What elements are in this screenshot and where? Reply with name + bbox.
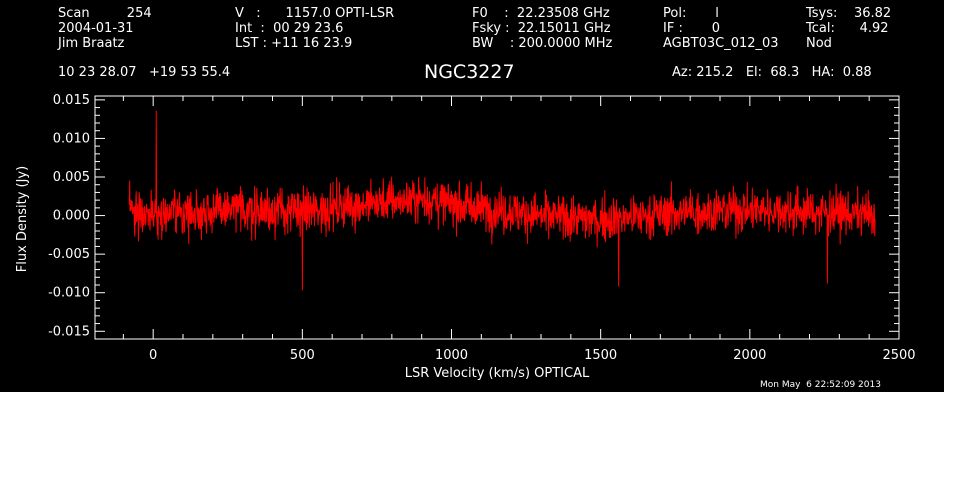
y-tick-label: -0.015 — [48, 324, 90, 339]
y-tick-label: -0.010 — [48, 286, 90, 301]
az-el-ha-readout: Az: 215.2 El: 68.3 HA: 0.88 — [672, 65, 872, 80]
y-tick-label: -0.005 — [48, 247, 90, 262]
axes-layer: 0 500 1000 1500 2000 2500 0.015 0.010 0.005 0.000… — [48, 93, 915, 363]
tsys-readout: Tsys: 36.82 — [806, 6, 892, 21]
source-name: NGC3227 — [424, 61, 515, 83]
plot-frame — [94, 95, 900, 340]
if-number: IF : 0 — [663, 21, 721, 36]
source-coordinates: 10 23 28.07 +19 53 55.4 — [58, 65, 231, 80]
x-tick-label: 500 — [290, 348, 315, 363]
sky-frequency: Fsky : 22.15011 GHz — [472, 21, 611, 36]
project-id: AGBT03C_012_03 — [663, 36, 779, 51]
lst-readout: LST : +11 16 23.9 — [235, 36, 353, 51]
spectrum-panel: Scan 254 2004-01-31 Jim Braatz V : 1157.… — [0, 0, 944, 392]
velocity-readout: V : 1157.0 OPTI-LSR — [235, 6, 395, 21]
polarization: Pol: l — [663, 6, 719, 21]
spectrum-trace-layer — [128, 110, 876, 291]
y-tick-label: 0.000 — [53, 209, 90, 224]
bandwidth: BW : 200.0000 MHz — [472, 36, 613, 51]
procedure-name: Nod — [806, 36, 832, 51]
x-tick-label: 1500 — [584, 348, 617, 363]
y-tick-label: 0.010 — [53, 131, 90, 146]
plot-timestamp: Mon May 6 22:52:09 2013 — [760, 380, 881, 390]
spectrum-line — [128, 110, 876, 291]
rest-frequency: F0 : 22.23508 GHz — [472, 6, 610, 21]
x-tick-label: 0 — [149, 348, 157, 363]
x-tick-label: 2500 — [882, 348, 915, 363]
x-tick-label: 1000 — [435, 348, 468, 363]
obs-date: 2004-01-31 — [58, 21, 134, 36]
x-tick-label: 2000 — [733, 348, 766, 363]
spectrum-chart: 0 500 1000 1500 2000 2500 0.015 0.010 0.005 0.000… — [15, 93, 916, 381]
scan-number: Scan 254 — [58, 6, 152, 21]
y-axis-label: Flux Density (Jy) — [15, 166, 30, 272]
integration-time: Int : 00 29 23.6 — [235, 21, 344, 36]
x-axis-label: LSR Velocity (km/s) OPTICAL — [405, 366, 590, 381]
y-tick-label: 0.005 — [53, 170, 90, 185]
y-tick-label: 0.015 — [53, 93, 90, 108]
observer-name: Jim Braatz — [58, 36, 125, 51]
tcal-readout: Tcal: 4.92 — [806, 21, 889, 36]
